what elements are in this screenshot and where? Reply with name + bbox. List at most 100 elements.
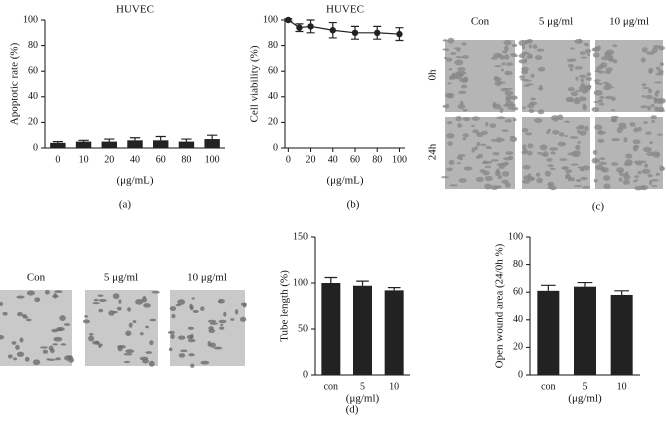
- error-bar: [395, 27, 404, 42]
- cell: [618, 170, 623, 176]
- cell: [89, 332, 94, 336]
- y-tick-label: 0: [273, 142, 278, 153]
- cell: [533, 118, 543, 124]
- point: [285, 16, 292, 24]
- cell: [523, 175, 531, 180]
- cell: [575, 76, 579, 81]
- cell: [597, 138, 605, 143]
- cell: [450, 52, 457, 55]
- bar: [204, 139, 220, 148]
- cell: [171, 313, 176, 319]
- cell: [503, 45, 509, 52]
- cell: [522, 106, 526, 109]
- cell: [452, 73, 459, 79]
- cell: [597, 129, 604, 135]
- cell: [496, 116, 506, 120]
- cell: [485, 121, 489, 127]
- cell: [557, 114, 564, 121]
- cell: [591, 107, 600, 112]
- cell: [484, 175, 493, 182]
- cell: [460, 84, 468, 89]
- y-axis-label: Open wound area (24/0h %): [494, 243, 506, 368]
- cell: [569, 47, 576, 50]
- cell: [625, 171, 629, 175]
- cell: [642, 86, 650, 89]
- cell: [648, 68, 652, 75]
- cell: [448, 68, 453, 71]
- cell: [457, 161, 461, 165]
- cell: [561, 166, 569, 170]
- cell: [16, 351, 25, 357]
- cell: [13, 357, 18, 361]
- cell: [55, 357, 61, 361]
- cell: [637, 126, 642, 132]
- bar: [574, 286, 596, 375]
- bar: [153, 140, 169, 148]
- point: [329, 27, 336, 34]
- cell: [633, 127, 639, 133]
- bar: [127, 140, 143, 148]
- cell: [575, 126, 585, 130]
- cell: [482, 160, 488, 164]
- cell: [125, 349, 135, 354]
- y-tick-label: 60: [28, 65, 38, 76]
- cell: [598, 102, 605, 106]
- x-tick-label: 40: [130, 154, 140, 165]
- cell: [645, 94, 653, 100]
- cell: [610, 115, 619, 119]
- y-tick-label: 0: [303, 369, 308, 380]
- cell: [489, 123, 497, 129]
- cell: [540, 153, 547, 156]
- cell: [586, 72, 592, 77]
- cell: [490, 185, 499, 190]
- cell: [652, 97, 657, 100]
- cell: [457, 67, 466, 72]
- error-bar: [387, 287, 401, 291]
- cell: [26, 318, 32, 322]
- cell: [564, 169, 573, 174]
- cell: [593, 100, 600, 104]
- y-tick-label: 80: [28, 40, 38, 51]
- bar: [321, 283, 341, 375]
- cell: [546, 157, 553, 162]
- cell: [651, 47, 658, 53]
- cell: [557, 141, 567, 147]
- cell: [518, 40, 526, 46]
- cell: [566, 58, 573, 63]
- cell: [145, 351, 153, 354]
- cell: [219, 323, 224, 326]
- cell: [463, 166, 473, 171]
- cell: [19, 337, 24, 343]
- y-tick-label: 100: [23, 14, 38, 25]
- cell: [558, 132, 565, 137]
- cell: [189, 304, 194, 311]
- cell: [568, 63, 574, 68]
- error-bar: [155, 135, 166, 141]
- cell: [178, 353, 186, 358]
- cell: [24, 356, 30, 362]
- x-axis-label: (μg/mL): [326, 175, 363, 187]
- cell: [522, 179, 531, 184]
- cell: [60, 343, 67, 346]
- x-axis-label: (μg/ml): [568, 393, 602, 405]
- cell: [653, 81, 663, 84]
- cell: [559, 158, 568, 162]
- column-label: Con: [471, 16, 490, 28]
- cell: [53, 293, 58, 299]
- cell: [574, 66, 583, 70]
- cell: [494, 170, 501, 177]
- cell: [461, 42, 467, 46]
- cell: [641, 47, 648, 53]
- cell: [135, 298, 144, 305]
- cell: [584, 48, 592, 54]
- cell: [547, 186, 553, 190]
- bar: [50, 142, 66, 148]
- error-bar: [207, 134, 218, 140]
- y-tick-label: 40: [513, 314, 523, 325]
- cell: [512, 118, 517, 122]
- cell: [650, 104, 655, 108]
- cell: [605, 49, 615, 56]
- cell: [191, 297, 195, 300]
- cell: [455, 116, 462, 122]
- cell: [569, 68, 574, 72]
